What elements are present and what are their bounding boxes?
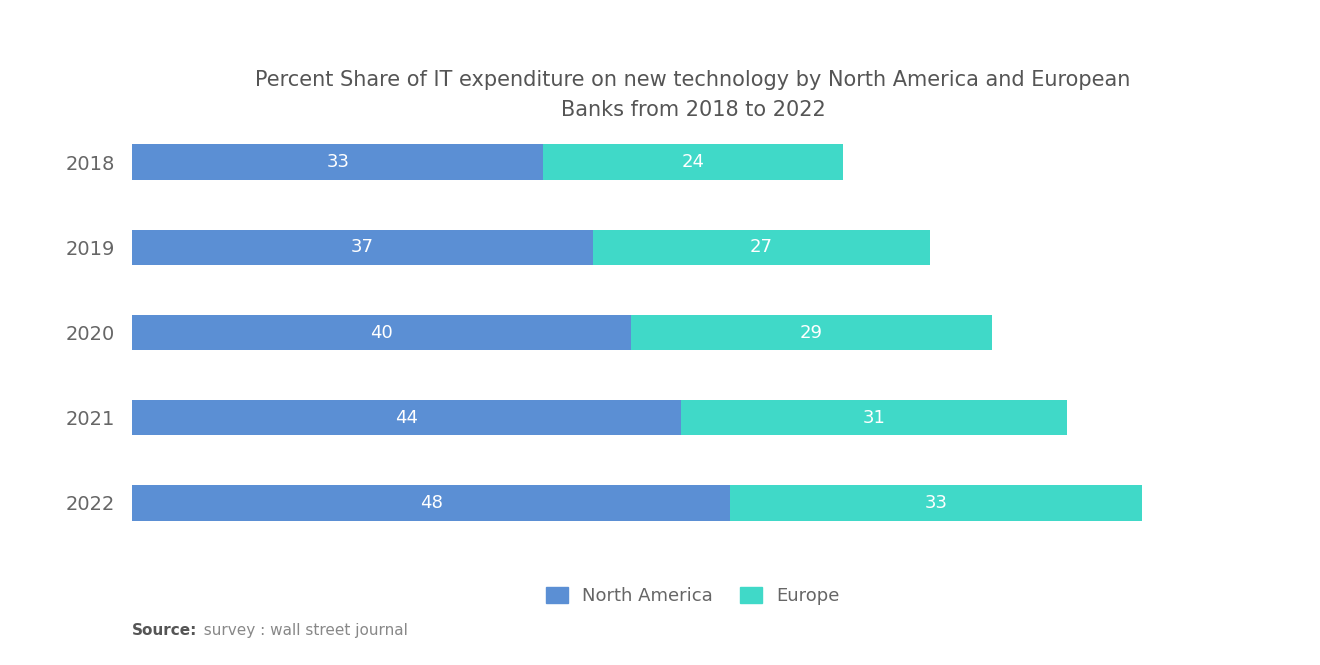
- Text: Source:: Source:: [132, 623, 198, 638]
- Title: Percent Share of IT expenditure on new technology by North America and European
: Percent Share of IT expenditure on new t…: [255, 70, 1131, 120]
- Text: 24: 24: [681, 153, 705, 172]
- Text: 27: 27: [750, 238, 774, 257]
- Legend: North America, Europe: North America, Europe: [539, 580, 847, 612]
- Bar: [132, 400, 681, 436]
- Text: 29: 29: [800, 323, 822, 342]
- Text: 33: 33: [326, 153, 350, 172]
- Text: 31: 31: [862, 408, 886, 427]
- Bar: [132, 144, 544, 180]
- Text: survey : wall street journal: survey : wall street journal: [194, 623, 408, 638]
- Bar: [681, 400, 1067, 436]
- Bar: [132, 485, 730, 521]
- Bar: [730, 485, 1142, 521]
- Text: 33: 33: [924, 493, 948, 512]
- Text: 48: 48: [420, 493, 442, 512]
- Text: 37: 37: [351, 238, 374, 257]
- Text: 44: 44: [395, 408, 417, 427]
- Bar: [544, 144, 842, 180]
- Bar: [132, 315, 631, 350]
- Bar: [132, 229, 593, 265]
- Bar: [631, 315, 993, 350]
- Bar: [593, 229, 929, 265]
- Text: 40: 40: [370, 323, 393, 342]
